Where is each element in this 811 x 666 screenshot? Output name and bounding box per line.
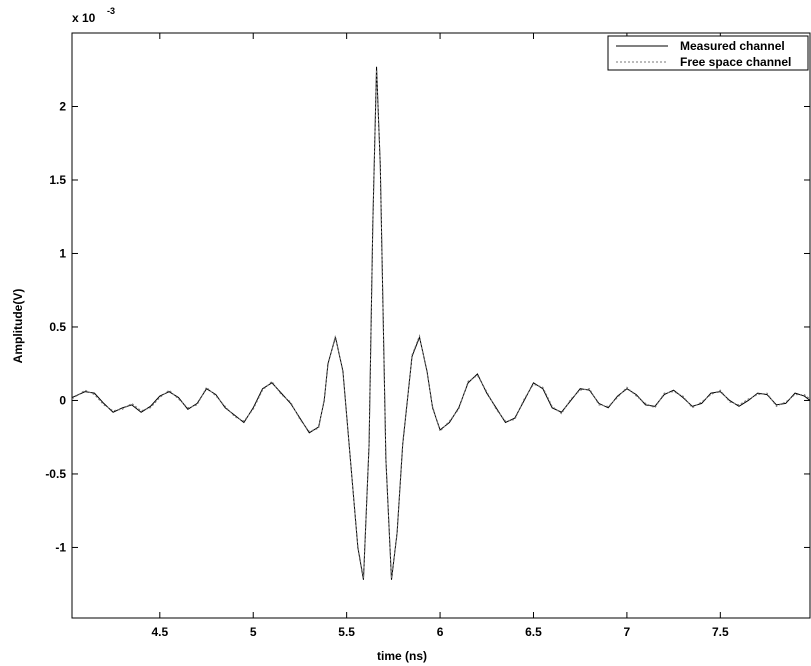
legend-label: Free space channel — [680, 55, 791, 69]
x-tick-label: 5 — [250, 625, 257, 639]
x-tick-label: 5.5 — [338, 625, 355, 639]
x-tick-label: 7 — [624, 625, 631, 639]
series-line — [71, 69, 811, 579]
x-axis-label: time (ns) — [377, 649, 427, 663]
y-tick-label: 0.5 — [49, 320, 66, 334]
y-tick-label: 0 — [59, 393, 66, 407]
legend-label: Measured channel — [680, 39, 785, 53]
y-multiplier: x 10 — [72, 11, 96, 25]
y-multiplier-exponent: -3 — [107, 6, 115, 16]
y-axis-label: Amplitude(V) — [11, 289, 25, 364]
x-tick-label: 6.5 — [525, 625, 542, 639]
y-tick-label: -0.5 — [45, 467, 66, 481]
y-tick-label: 1 — [59, 246, 66, 260]
x-tick-label: 7.5 — [712, 625, 729, 639]
series-line — [71, 66, 811, 580]
x-tick-label: 6 — [437, 625, 444, 639]
plot-area — [71, 32, 811, 619]
y-tick-label: 2 — [59, 99, 66, 113]
y-tick-label: -1 — [55, 540, 66, 554]
y-tick-label: 1.5 — [49, 173, 66, 187]
legend-box — [607, 35, 809, 71]
x-tick-label: 4.5 — [151, 625, 168, 639]
